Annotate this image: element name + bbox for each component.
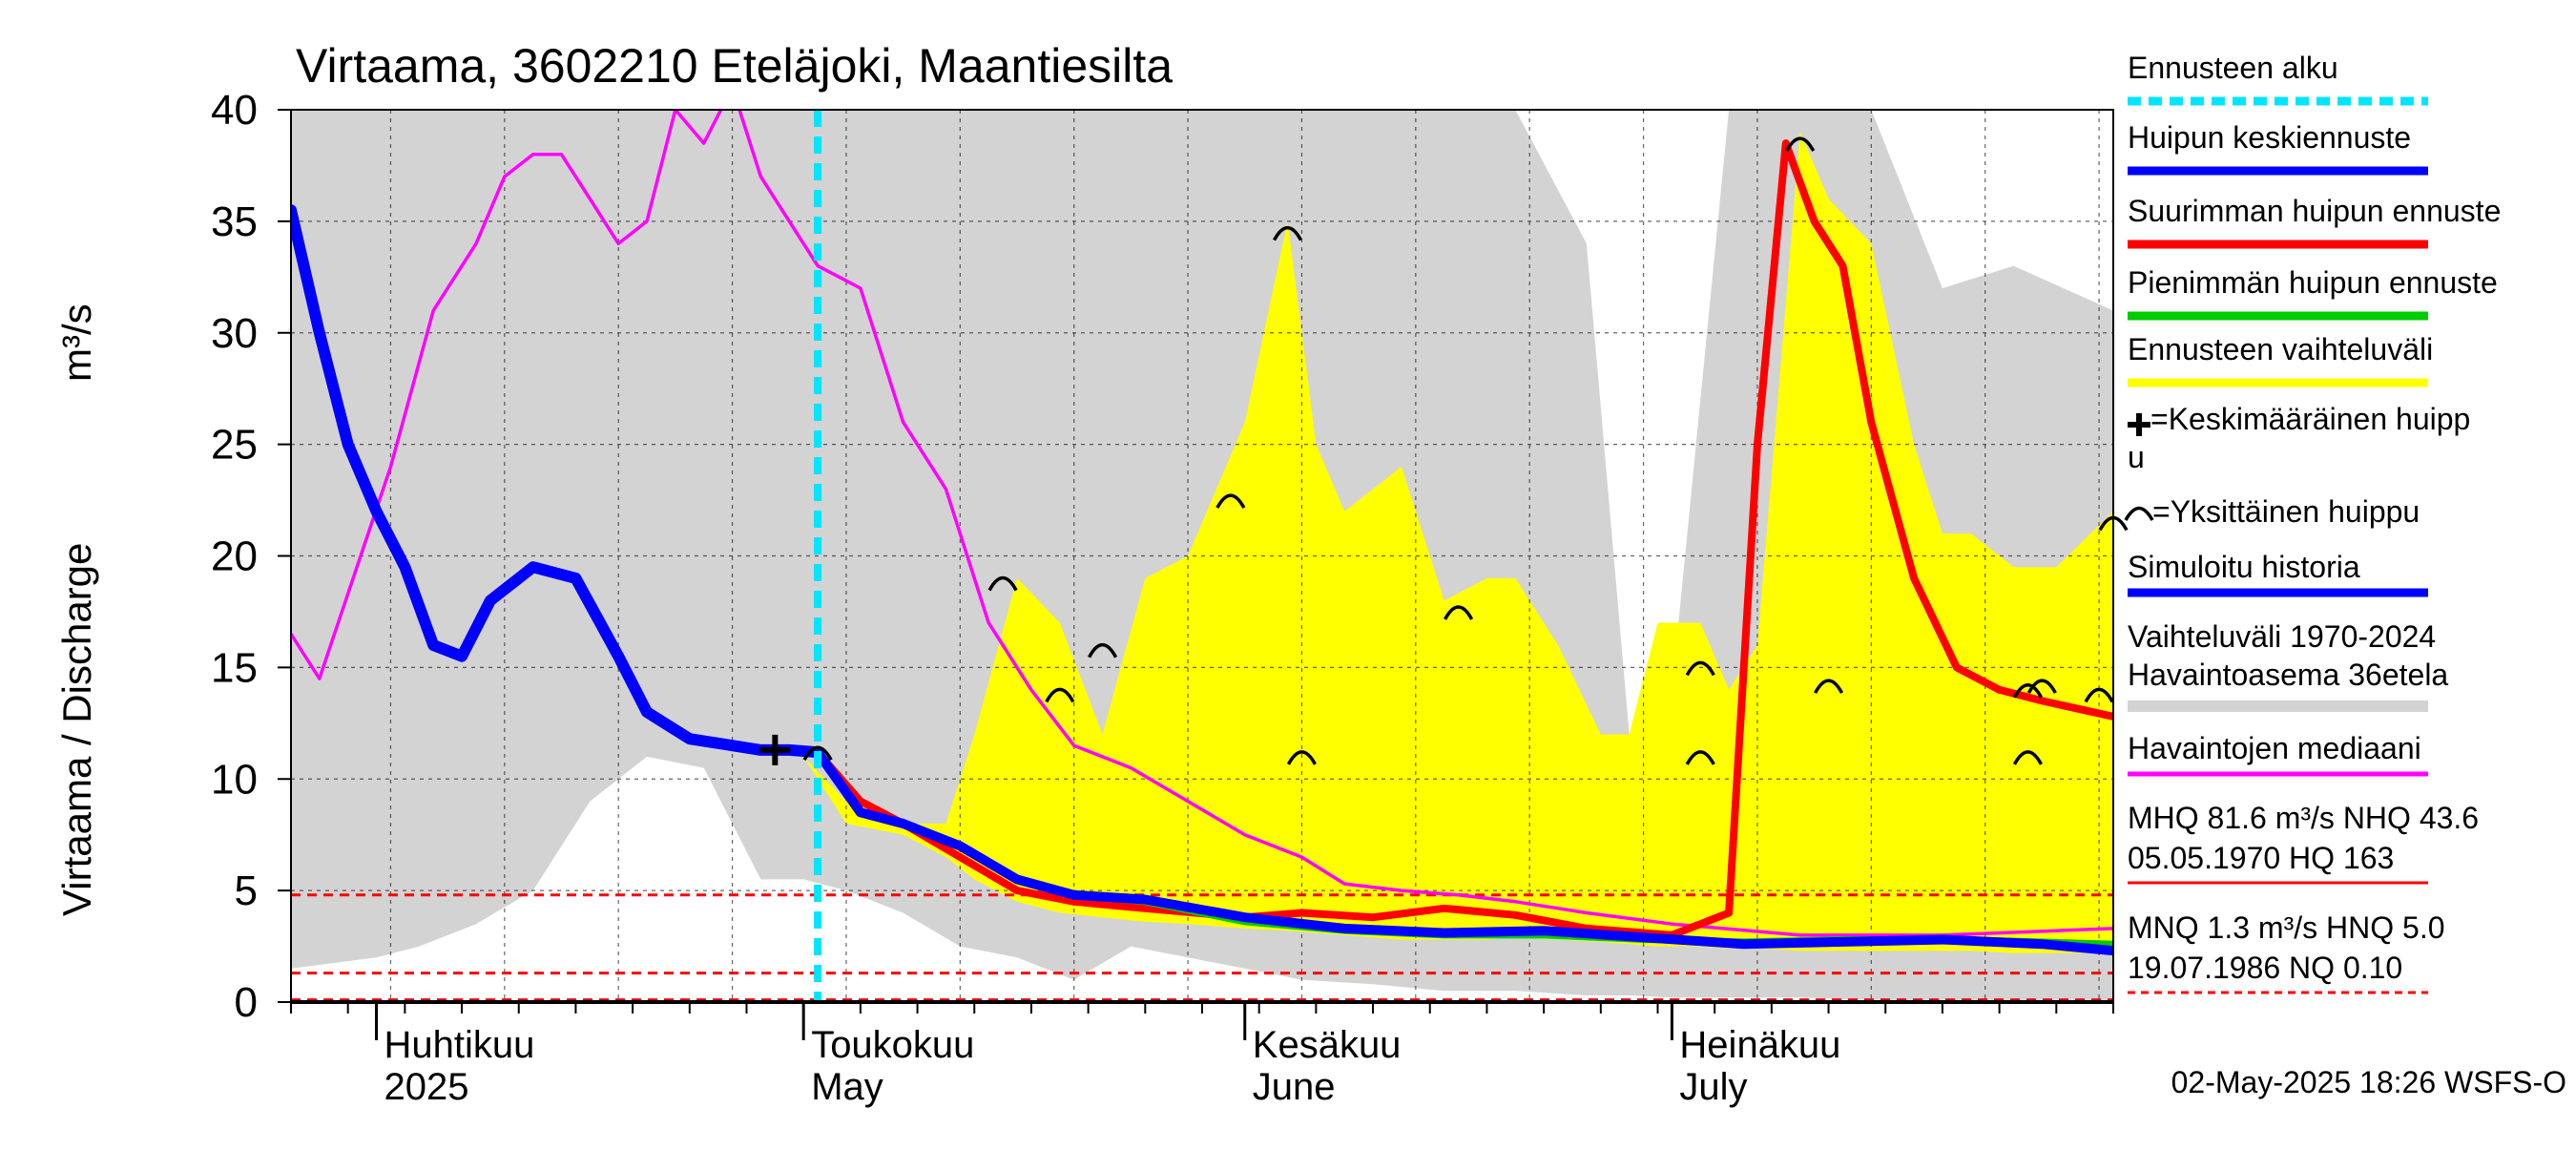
y-tick-label-7: 35 — [211, 199, 258, 245]
mean-peak-marker — [759, 734, 791, 765]
single-peak-marker-8 — [1685, 660, 1715, 677]
legend-label-6: Havaintojen mediaani — [2128, 731, 2421, 765]
single-peak-marker-1 — [987, 575, 1018, 592]
series-line-0 — [291, 110, 2113, 937]
y-tick-label-0: 0 — [235, 979, 258, 1026]
grid-lines — [291, 110, 2113, 1002]
y-tick-label-5: 25 — [211, 422, 258, 469]
threshold-lines — [291, 893, 2113, 1002]
x-month-sublabel-2: June — [1253, 1066, 1336, 1108]
x-month-label-3: Heinäkuu — [1679, 1024, 1840, 1066]
single-peak-marker-0 — [802, 745, 833, 762]
legend-stats-1: 05.05.1970 HQ 163 — [2128, 841, 2394, 875]
single-peak-marker-3 — [1088, 642, 1118, 659]
legend-label-3: Pienimmän huipun ennuste — [2128, 265, 2498, 300]
series-line-4 — [813, 747, 2113, 956]
single-peak-marker-12 — [2012, 683, 2044, 699]
series-line-1 — [291, 204, 824, 759]
peak-markers — [759, 136, 2129, 765]
y-axis: 0 5 10 15 20 25 30 35 40 — [211, 87, 291, 1026]
legend-single-peak-label: =Yksittäinen huippu — [2152, 494, 2420, 529]
single-peak-marker-10 — [1785, 136, 1816, 152]
series-line-2 — [814, 139, 2113, 939]
legend-range-label-2: Havaintoasema 36etela — [2128, 658, 2448, 692]
band-1 — [803, 132, 2113, 953]
single-peak-marker-15 — [2084, 687, 2114, 703]
legend-mean-peak-label: =Keskimääräinen huipp — [2150, 402, 2470, 436]
single-peak-marker-5 — [1272, 225, 1303, 241]
legend-label-2: Suurimman huipun ennuste — [2128, 194, 2501, 228]
x-month-sublabel-1: May — [811, 1066, 883, 1108]
legend-single-peak-icon — [2124, 506, 2154, 521]
single-peak-marker-6 — [1286, 750, 1317, 765]
y-axis-unit: m³/s — [54, 303, 99, 382]
legend-stats-3: 19.07.1986 NQ 0.10 — [2128, 951, 2402, 985]
x-month-sublabel-3: July — [1679, 1066, 1747, 1108]
x-month-label-0: Huhtikuu — [384, 1024, 535, 1066]
series-lines — [291, 110, 2113, 956]
legend-label-4: Ennusteen vaihteluväli — [2128, 332, 2433, 366]
y-tick-label-4: 20 — [211, 533, 258, 580]
legend-mean-peak-icon — [2128, 413, 2150, 436]
legend-label-5: Simuloitu historia — [2128, 550, 2360, 584]
single-peak-marker-4 — [1215, 493, 1246, 509]
single-peak-marker-13 — [2012, 750, 2044, 765]
x-month-label-2: Kesäkuu — [1253, 1024, 1402, 1066]
x-month-label-1: Toukokuu — [811, 1024, 974, 1066]
legend-stats-0: MHQ 81.6 m³/s NHQ 43.6 — [2128, 801, 2479, 835]
y-tick-label-8: 40 — [211, 87, 258, 134]
chart-title: Virtaama, 3602210 Eteläjoki, Maantiesilt… — [296, 39, 1173, 93]
legend-label-0: Ennusteen alku — [2128, 51, 2338, 85]
y-tick-label-2: 10 — [211, 756, 258, 803]
legend: Ennusteen alku Huipun keskiennuste Suurimm… — [2124, 51, 2501, 994]
y-tick-label-6: 30 — [211, 310, 258, 357]
y-tick-label-3: 15 — [211, 644, 258, 691]
single-peak-marker-2 — [1045, 687, 1075, 703]
legend-label-1: Huipun keskiennuste — [2128, 120, 2411, 155]
legend-mean-peak-label-wrap: u — [2128, 440, 2145, 474]
single-peak-marker-9 — [1685, 750, 1715, 765]
single-peak-marker-14 — [2026, 679, 2057, 694]
y-axis-label: Virtaama / Discharge — [54, 543, 99, 916]
legend-range-label-1: Vaihteluväli 1970-2024 — [2128, 619, 2436, 654]
x-month-sublabel-0: 2025 — [384, 1066, 469, 1108]
y-tick-label-1: 5 — [235, 868, 258, 914]
footer-timestamp: 02-May-2025 18:26 WSFS-O — [2171, 1065, 2566, 1099]
single-peak-marker-11 — [1814, 679, 1844, 694]
legend-stats-2: MNQ 1.3 m³/s HNQ 5.0 — [2128, 910, 2445, 945]
single-peak-marker-7 — [1444, 605, 1474, 620]
